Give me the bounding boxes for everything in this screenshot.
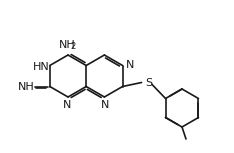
Text: 2: 2: [71, 42, 76, 51]
Text: S: S: [145, 78, 152, 88]
Text: NH: NH: [59, 40, 75, 50]
Text: N: N: [101, 100, 110, 110]
Text: N: N: [63, 100, 71, 110]
Text: HN: HN: [33, 62, 49, 71]
Text: N: N: [126, 60, 135, 69]
Text: NH: NH: [18, 82, 34, 91]
